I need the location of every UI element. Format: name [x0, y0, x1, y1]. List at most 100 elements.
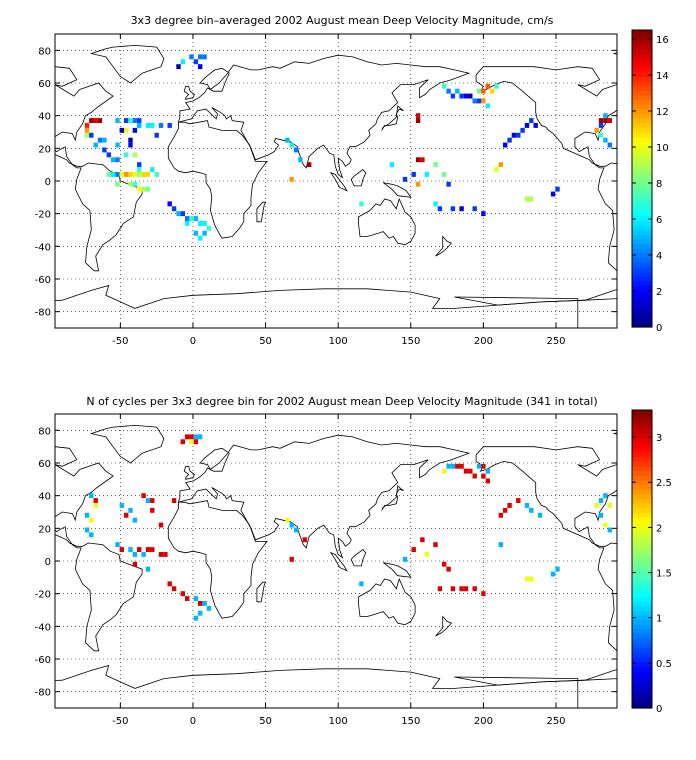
colorbar-swatch: [632, 118, 652, 124]
x-tick-label: 250: [546, 336, 565, 347]
data-cell: [193, 596, 199, 601]
data-cell: [189, 216, 194, 221]
data-cell: [206, 605, 212, 611]
y-tick-label: 40: [38, 112, 51, 123]
data-cell: [359, 581, 364, 587]
data-cell: [189, 439, 194, 445]
colorbar-swatch: [632, 498, 652, 504]
colorbar-swatch: [632, 419, 652, 425]
coastline: [358, 197, 416, 246]
colorbar-swatch: [632, 661, 652, 667]
colorbar-swatch: [632, 76, 652, 82]
colorbar-swatch: [632, 220, 652, 226]
x-tick-label: 200: [474, 716, 493, 727]
data-cell: [359, 201, 364, 207]
colorbar-swatch: [632, 43, 652, 50]
data-cell: [93, 498, 98, 503]
coastline: [358, 577, 416, 626]
data-cell: [115, 157, 120, 163]
data-cell: [481, 463, 486, 469]
data-cell: [128, 507, 133, 513]
colorbar-swatch: [632, 178, 652, 184]
y-tick-label: -40: [35, 622, 51, 633]
data-cell: [293, 527, 299, 533]
colorbar-swatch: [632, 540, 652, 546]
data-cell: [84, 123, 90, 128]
data-cell: [603, 113, 608, 119]
data-cell: [84, 132, 90, 138]
data-cell: [145, 172, 151, 177]
data-cell: [411, 547, 416, 552]
colorbar-swatch: [632, 90, 652, 96]
colorbar-swatch: [632, 169, 652, 175]
data-cell: [402, 176, 408, 182]
colorbar-swatch: [632, 187, 652, 194]
colorbar-swatch: [632, 108, 652, 115]
colorbar-swatch: [632, 85, 652, 91]
data-cell: [603, 522, 608, 528]
data-cell: [150, 507, 155, 513]
data-cell: [115, 142, 120, 148]
data-cell: [202, 54, 207, 60]
data-cell: [128, 137, 133, 143]
data-cell: [128, 181, 133, 187]
coastline: [89, 424, 165, 464]
colorbar-tick-label: 6: [656, 215, 662, 226]
data-cell: [193, 434, 199, 440]
data-cell: [511, 132, 517, 138]
data-cell: [481, 211, 486, 217]
data-cell: [442, 172, 447, 177]
data-cell: [459, 586, 464, 592]
data-cell: [481, 88, 486, 94]
data-cell: [289, 142, 294, 148]
data-cell: [89, 493, 94, 499]
data-cell: [459, 463, 464, 469]
colorbar-swatch: [632, 451, 652, 458]
colorbar-swatch: [632, 666, 652, 672]
data-cell: [189, 434, 194, 440]
colorbar-swatch: [632, 479, 652, 486]
colorbar-swatch: [632, 554, 652, 560]
y-tick-label: 60: [38, 79, 51, 90]
data-cell: [450, 586, 456, 592]
y-tick-label: 20: [38, 524, 51, 535]
colorbar-swatch: [632, 489, 652, 495]
data-cell: [145, 123, 151, 128]
x-tick-label: 50: [259, 716, 272, 727]
data-cell: [185, 221, 190, 226]
colorbar-frame: [631, 409, 653, 709]
data-cell: [128, 547, 133, 552]
data-cell: [176, 211, 181, 217]
data-cell: [180, 59, 185, 65]
data-cell: [603, 137, 608, 143]
colorbar-tick-label: 1.5: [656, 569, 672, 580]
data-cell: [402, 556, 408, 562]
colorbar-swatch: [632, 656, 652, 663]
colorbar-swatch: [632, 670, 652, 677]
colorbar-tick-label: 2: [656, 523, 662, 534]
data-cell: [128, 172, 133, 177]
data-cell: [607, 503, 612, 508]
colorbar-tick-label: 1: [656, 614, 662, 625]
data-cell: [137, 172, 142, 177]
colorbar-tick-label: 14: [656, 71, 669, 82]
coastline: [183, 85, 195, 100]
data-cell: [468, 93, 473, 99]
coastline: [382, 562, 412, 578]
coastlines: [55, 424, 617, 708]
data-cell: [128, 118, 133, 123]
data-cell: [476, 98, 482, 104]
colorbar-swatch: [632, 549, 652, 555]
data-cell: [119, 127, 124, 133]
colorbar-swatch: [632, 624, 652, 630]
data-cell: [411, 172, 416, 177]
coastline: [89, 44, 165, 84]
data-cell: [598, 512, 604, 518]
colorbar-swatch: [632, 34, 652, 40]
data-cell: [476, 463, 482, 469]
coastline: [612, 432, 617, 435]
data-cell: [202, 230, 207, 236]
data-cell: [150, 547, 155, 552]
colorbar-swatch: [632, 215, 652, 221]
